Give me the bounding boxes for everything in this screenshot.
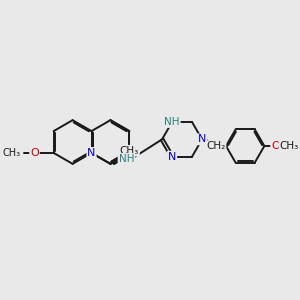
Text: N: N	[168, 152, 176, 162]
Text: N: N	[125, 148, 134, 158]
Text: NH: NH	[118, 154, 134, 164]
Text: N: N	[87, 148, 96, 158]
Text: CH₂: CH₂	[206, 141, 226, 151]
Text: CH₃: CH₃	[280, 141, 299, 151]
Text: N: N	[198, 134, 206, 144]
Text: NH: NH	[164, 117, 180, 127]
Text: NH: NH	[118, 154, 134, 164]
Text: CH₃: CH₃	[120, 146, 139, 156]
Text: O: O	[30, 148, 39, 158]
Text: CH₃: CH₃	[2, 148, 21, 158]
Text: O: O	[271, 141, 280, 151]
